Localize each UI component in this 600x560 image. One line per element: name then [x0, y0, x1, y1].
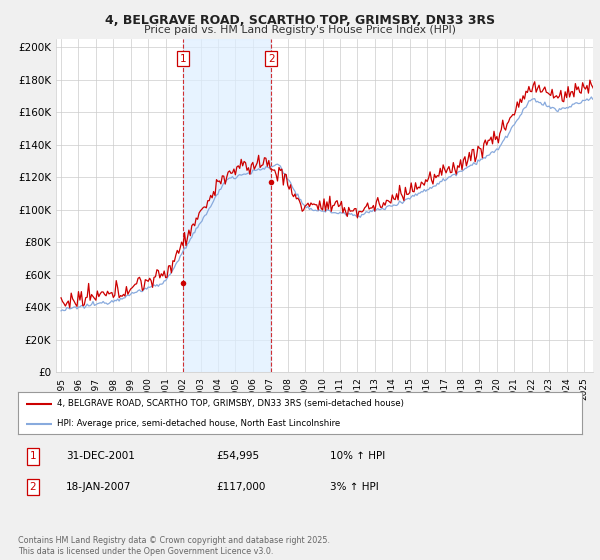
Text: 2: 2	[29, 482, 37, 492]
Bar	[183, 39, 271, 372]
Text: £54,995: £54,995	[216, 451, 259, 461]
Text: 1: 1	[180, 54, 187, 64]
Text: HPI: Average price, semi-detached house, North East Lincolnshire: HPI: Average price, semi-detached house,…	[58, 419, 341, 428]
Text: 18-JAN-2007: 18-JAN-2007	[66, 482, 131, 492]
Text: 3% ↑ HPI: 3% ↑ HPI	[330, 482, 379, 492]
Text: Price paid vs. HM Land Registry's House Price Index (HPI): Price paid vs. HM Land Registry's House …	[144, 25, 456, 35]
Text: 4, BELGRAVE ROAD, SCARTHO TOP, GRIMSBY, DN33 3RS: 4, BELGRAVE ROAD, SCARTHO TOP, GRIMSBY, …	[105, 14, 495, 27]
Text: 1: 1	[29, 451, 37, 461]
Text: 2: 2	[268, 54, 274, 64]
Text: 10% ↑ HPI: 10% ↑ HPI	[330, 451, 385, 461]
Text: Contains HM Land Registry data © Crown copyright and database right 2025.
This d: Contains HM Land Registry data © Crown c…	[18, 536, 330, 556]
Text: £117,000: £117,000	[216, 482, 265, 492]
Text: 31-DEC-2001: 31-DEC-2001	[66, 451, 135, 461]
Text: 4, BELGRAVE ROAD, SCARTHO TOP, GRIMSBY, DN33 3RS (semi-detached house): 4, BELGRAVE ROAD, SCARTHO TOP, GRIMSBY, …	[58, 399, 404, 408]
